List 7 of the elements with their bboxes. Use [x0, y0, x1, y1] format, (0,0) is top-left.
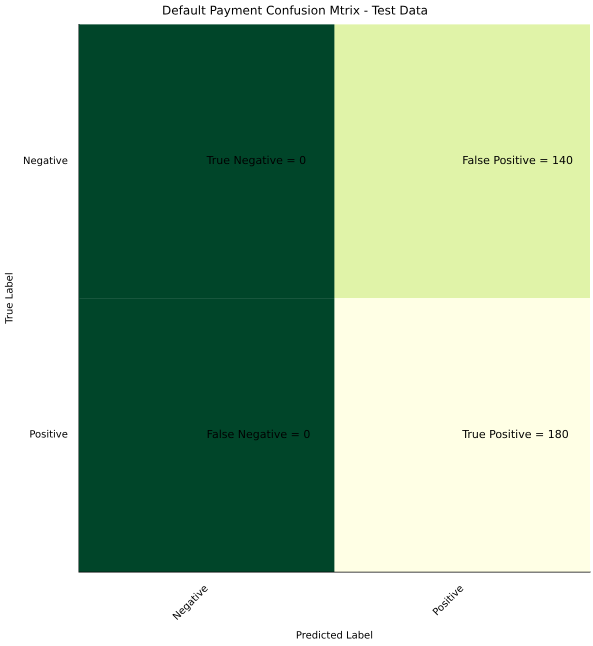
data-label: False Negative = 0 — [206, 428, 310, 441]
chart-title: Default Payment Confusion Mtrix - Test Data — [162, 3, 428, 18]
data-label: True Positive = 180 — [461, 428, 569, 441]
data-label: False Positive = 140 — [462, 154, 573, 168]
y-axis-title: True Label — [4, 272, 16, 325]
x-axis-title: Predicted Label — [296, 630, 373, 642]
data-label: True Negative = 0 — [206, 154, 306, 168]
